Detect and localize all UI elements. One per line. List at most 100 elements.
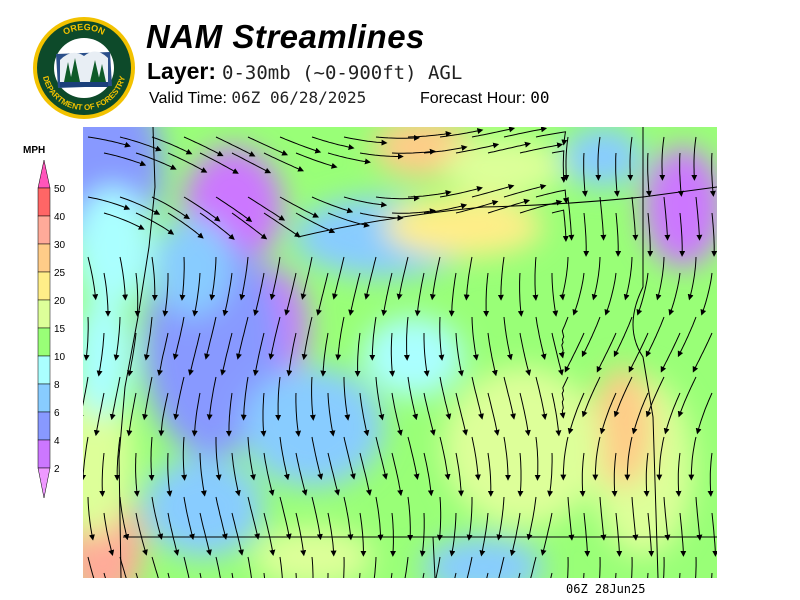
streamline	[253, 272, 265, 316]
streamline	[407, 436, 420, 480]
legend-swatch-15-20	[37, 299, 51, 329]
streamline	[311, 556, 314, 578]
streamline	[624, 436, 633, 481]
streamline	[369, 316, 377, 361]
streamline	[103, 152, 147, 167]
streamline	[103, 272, 111, 317]
streamline	[119, 496, 130, 541]
streamline	[564, 332, 585, 373]
streamline	[449, 512, 457, 557]
streamline	[647, 512, 655, 557]
streamline	[615, 212, 622, 257]
streamline	[596, 332, 617, 373]
legend-tick: 50	[54, 184, 66, 195]
streamline	[534, 436, 541, 481]
streamline	[127, 332, 137, 377]
legend-tick: 30	[54, 240, 66, 251]
streamline	[439, 436, 451, 481]
streamline	[183, 136, 224, 157]
streamline	[540, 512, 553, 556]
streamline	[436, 496, 443, 541]
streamline	[631, 556, 633, 578]
streamline	[183, 556, 190, 578]
streamline	[268, 316, 281, 360]
streamline	[663, 196, 671, 241]
streamline	[581, 316, 601, 358]
legend-tick: 40	[54, 212, 66, 223]
streamline	[222, 272, 233, 317]
streamline	[191, 392, 201, 437]
streamline	[517, 452, 524, 497]
streamline	[391, 208, 436, 215]
streamline	[660, 332, 681, 373]
streamline	[215, 556, 221, 578]
valid-time-value: 06Z 06/28/2025	[231, 88, 367, 107]
streamline	[343, 556, 345, 578]
legend-under-arrow	[37, 467, 51, 499]
streamline	[455, 142, 500, 154]
streamline	[119, 136, 162, 152]
streamline	[206, 376, 217, 421]
streamline	[627, 136, 634, 181]
streamline	[99, 452, 106, 497]
streamline	[390, 512, 397, 557]
legend-tick: 4	[54, 436, 60, 447]
streamline	[572, 272, 585, 316]
streamline	[311, 196, 354, 214]
streamline	[645, 376, 665, 418]
layer-info: Layer: 0-30mb (~0-900ft) AGL	[147, 58, 462, 85]
legend-swatch-30-40	[37, 215, 51, 245]
map-timestamp: 06Z 28Jun25	[566, 582, 646, 596]
streamline	[695, 556, 697, 578]
streamline	[375, 195, 420, 202]
streamline	[295, 452, 308, 496]
streamline	[389, 332, 396, 377]
streamline	[487, 452, 494, 497]
streamline	[133, 452, 140, 497]
streamline	[471, 436, 481, 481]
streamline	[647, 212, 654, 257]
streamline	[487, 332, 498, 377]
streamline	[183, 196, 221, 222]
streamline	[487, 392, 500, 436]
legend-swatch-6-8	[37, 383, 51, 413]
streamline	[567, 196, 575, 241]
streamline	[567, 496, 575, 541]
streamline	[295, 212, 336, 234]
streamline	[466, 497, 473, 541]
streamline	[455, 392, 469, 436]
streamline	[535, 189, 569, 204]
streamline	[439, 376, 452, 420]
streamline	[599, 392, 617, 435]
streamline	[311, 496, 323, 541]
streamline	[636, 272, 649, 316]
streamline	[284, 272, 297, 316]
streamline	[592, 436, 601, 481]
oregon-department-of-forestry-logo: OREGON DEPARTMENT OF FORESTRY	[33, 17, 135, 119]
streamline	[423, 392, 436, 436]
streamline	[335, 316, 345, 361]
streamline	[114, 436, 121, 481]
streamline	[199, 212, 235, 240]
streamline	[87, 256, 99, 301]
streamline	[455, 199, 499, 214]
streamline	[496, 496, 505, 541]
streamline	[134, 272, 141, 317]
streamline	[663, 496, 671, 541]
streamline	[656, 436, 665, 481]
streamline	[220, 332, 233, 376]
streamline	[623, 256, 633, 301]
valid-time: Valid Time: 06Z 06/28/2025	[149, 88, 366, 108]
streamline	[691, 136, 698, 181]
streamline	[519, 332, 532, 376]
streamline	[668, 272, 681, 316]
streamline	[83, 436, 89, 481]
streamline	[231, 152, 272, 174]
streamline	[311, 436, 324, 480]
streamline	[199, 452, 207, 497]
streamline	[279, 496, 292, 540]
streamline	[381, 272, 393, 317]
streamline	[613, 316, 633, 358]
streamline	[269, 256, 281, 301]
streamline	[581, 152, 588, 197]
